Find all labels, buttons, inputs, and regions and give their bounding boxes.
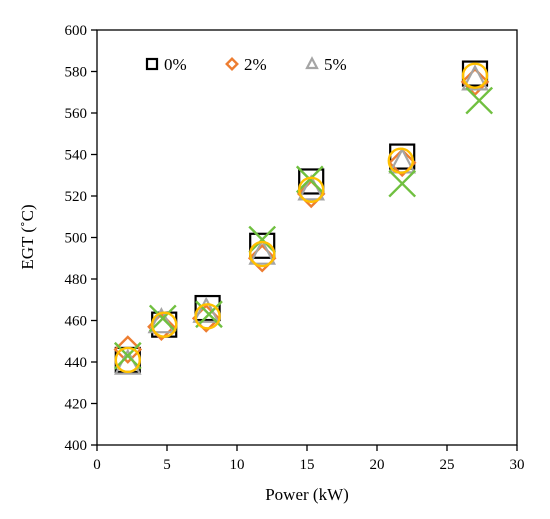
y-tick-label: 580 <box>65 65 88 81</box>
legend-item: 5% <box>305 55 347 74</box>
legend-label: 5% <box>324 55 347 74</box>
data-point-triangle <box>147 307 176 334</box>
data-point-square <box>298 168 325 195</box>
data-point-circle <box>249 240 276 268</box>
y-tick-label: 420 <box>65 397 88 413</box>
legend-item: 2% <box>225 55 267 74</box>
y-tick-label: 560 <box>65 106 88 122</box>
data-point-circle <box>114 346 142 374</box>
x-tick-label: 15 <box>300 457 315 473</box>
x-tick-label: 20 <box>370 457 385 473</box>
data-point-triangle <box>461 64 489 91</box>
data-point-diamond <box>460 67 490 97</box>
data-point-diamond <box>247 243 277 273</box>
x-tick-label: 0 <box>93 457 101 473</box>
data-point-triangle <box>248 238 277 265</box>
y-tick-label: 440 <box>65 355 88 371</box>
legend-label: 0% <box>164 55 187 74</box>
y-tick-label: 460 <box>65 314 88 330</box>
legend-marker-square <box>145 57 159 71</box>
y-tick-label: 400 <box>65 438 88 454</box>
data-point-x <box>465 86 494 115</box>
legend-marker-diamond <box>225 57 239 71</box>
y-axis-title: EGT (˚C) <box>18 204 37 269</box>
x-axis-ticks: 0 5 10 15 20 25 30 <box>93 445 525 473</box>
data-point-diamond <box>387 148 417 178</box>
data-point-x <box>113 341 142 370</box>
data-point-diamond <box>113 335 143 364</box>
series-2 <box>113 67 490 364</box>
series-4 <box>113 86 494 370</box>
y-axis-ticks: 400 420 440 460 480 500 520 540 560 580 600 <box>65 23 97 454</box>
x-tick-label: 10 <box>230 457 245 473</box>
y-tick-label: 540 <box>65 148 88 164</box>
y-tick-label: 500 <box>65 231 88 247</box>
x-tick-label: 5 <box>163 457 171 473</box>
data-markers <box>113 60 494 375</box>
data-point-circle <box>298 176 325 203</box>
data-point-circle <box>150 311 178 338</box>
y-tick-label: 480 <box>65 272 88 288</box>
data-point-x <box>295 165 324 194</box>
data-point-circle <box>194 303 221 330</box>
data-point-circle <box>461 62 489 89</box>
x-tick-label: 25 <box>440 457 455 473</box>
y-tick-label: 600 <box>65 23 88 39</box>
data-point-square <box>194 294 221 322</box>
plot-area <box>96 29 518 446</box>
data-point-square <box>249 232 276 259</box>
y-tick-label: 520 <box>65 189 88 205</box>
legend-label: 2% <box>244 55 267 74</box>
series-5 <box>114 62 489 374</box>
data-point-circle <box>387 147 414 174</box>
data-point-x <box>148 304 177 333</box>
data-point-x <box>248 225 277 254</box>
legend-marker-triangle <box>305 56 319 70</box>
legend-item: 0% <box>145 55 187 74</box>
x-tick-label: 30 <box>510 457 525 473</box>
legend: 0% 2% 5% <box>145 55 347 74</box>
data-point-x <box>388 169 417 198</box>
x-axis-title: Power (kW) <box>265 485 349 504</box>
